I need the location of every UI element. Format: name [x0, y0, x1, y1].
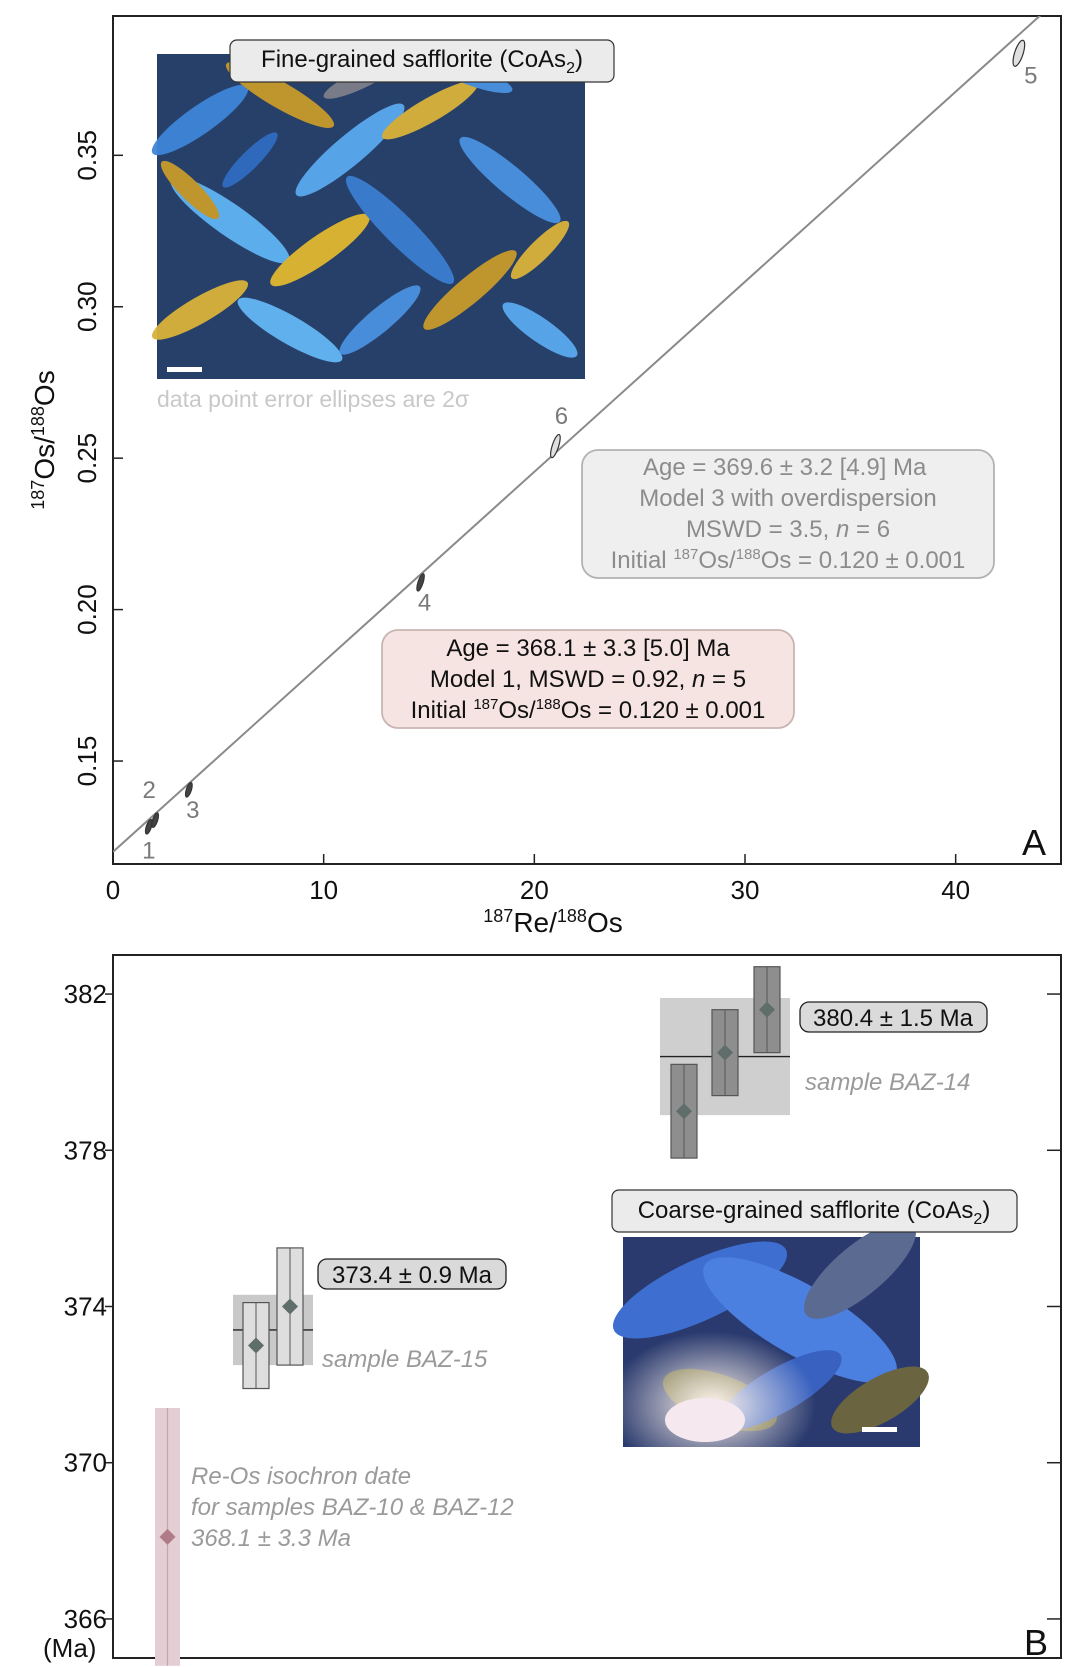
y-tick-label: 0.35 — [72, 130, 102, 181]
x-tick-label: 40 — [941, 875, 970, 905]
svg-text:Coarse-grained safflorite (CoA: Coarse-grained safflorite (CoAs2) — [638, 1197, 991, 1228]
y-tick-label-b: 382 — [64, 979, 107, 1009]
sample-label-baz14: sample BAZ-14 — [805, 1069, 970, 1096]
isochron-line — [113, 16, 1042, 853]
point-label-1: 1 — [142, 838, 155, 865]
y-tick-label: 0.30 — [72, 281, 102, 332]
point-label-3: 3 — [186, 797, 199, 824]
x-tick-label: 10 — [309, 875, 338, 905]
error-ellipse-point-4 — [416, 573, 425, 592]
point-label-6: 6 — [555, 403, 568, 430]
error-ellipse-point-6 — [549, 433, 561, 459]
result-box-model1: Age = 368.1 ± 3.3 [5.0] Ma Model 1, MSWD… — [381, 629, 795, 729]
error-ellipse-note: data point error ellipses are 2σ — [157, 386, 469, 412]
inset-title-coarse: Coarse-grained safflorite (CoAs2) — [611, 1189, 1018, 1233]
axis-a: 0 10 20 30 40 0.15 0.20 0.25 0.30 0.35 — [72, 130, 970, 905]
panel-b: 366 370 374 378 382 Coarse-grained safflorit… — [43, 954, 1062, 1666]
age-marker-baz14-1 — [676, 1103, 692, 1120]
svg-text:380.4 ± 1.5 Ma: 380.4 ± 1.5 Ma — [813, 1005, 974, 1032]
svg-text:Initial 187Os/188Os = 0.120 ±: Initial 187Os/188Os = 0.120 ± 0.001 — [611, 546, 966, 574]
y-tick-label-b: 374 — [64, 1292, 107, 1322]
y-tick-label-b: 378 — [64, 1135, 107, 1165]
mean-label-baz14: 380.4 ± 1.5 Ma — [799, 1001, 988, 1033]
age-marker-baz15-2 — [282, 1298, 298, 1315]
x-tick-label: 20 — [520, 875, 549, 905]
sample-label-baz15: sample BAZ-15 — [322, 1346, 488, 1373]
y-tick-label-b: 366 — [64, 1604, 107, 1634]
panel-a: Fine-grained safflorite (CoAs2) data poi… — [28, 15, 1062, 938]
coarse-grained-micrograph — [612, 1221, 929, 1447]
y-tick-label: 0.15 — [72, 736, 102, 787]
panel-a-letter: A — [1022, 822, 1046, 863]
x-tick-label: 30 — [731, 875, 760, 905]
inset-title-fine: Fine-grained safflorite (CoAs2) — [229, 39, 615, 83]
y-tick-label: 0.25 — [72, 433, 102, 484]
mean-label-baz15: 373.4 ± 0.9 Ma — [317, 1258, 507, 1290]
point-label-2: 2 — [142, 777, 155, 804]
fine-grained-micrograph — [151, 54, 585, 379]
y-tick-label: 0.20 — [72, 584, 102, 635]
error-ellipse-point-2 — [151, 812, 160, 828]
svg-text:Initial 187Os/188Os = 0.120 ±: Initial 187Os/188Os = 0.120 ± 0.001 — [411, 696, 766, 724]
svg-text:MSWD = 3.5, n = 6: MSWD = 3.5, n = 6 — [686, 516, 890, 543]
isochron-regression-line — [113, 16, 1042, 853]
isochron-date-note: Re-Os isochron date for samples BAZ-10 &… — [191, 1463, 520, 1552]
y-axis-unit-b: (Ma) — [43, 1633, 96, 1663]
svg-text:Model 1, MSWD = 0.92, n = 5: Model 1, MSWD = 0.92, n = 5 — [430, 666, 746, 693]
error-ellipse-point-1 — [144, 818, 153, 835]
x-axis-title: 187Re/188Os — [483, 906, 622, 938]
svg-text:Fine-grained safflorite (CoAs2: Fine-grained safflorite (CoAs2) — [261, 46, 583, 77]
isochron-date-marker — [159, 1528, 176, 1545]
error-ellipse-point-5 — [1012, 39, 1026, 67]
age-marker-baz14-3 — [759, 1001, 775, 1018]
point-label-5: 5 — [1024, 62, 1037, 89]
data-points-a: 1 2 3 4 5 6 — [142, 39, 1038, 865]
y-axis-title: 187Os/188Os — [28, 370, 60, 509]
svg-text:Age = 369.6 ± 3.2 [4.9] Ma: Age = 369.6 ± 3.2 [4.9] Ma Model 3 with … — [639, 454, 936, 512]
age-marker-baz15-1 — [248, 1337, 264, 1354]
axis-b: 366 370 374 378 382 — [64, 979, 1061, 1634]
svg-text:Age = 368.1 ± 3.3 [5.0] Ma: Age = 368.1 ± 3.3 [5.0] Ma — [446, 635, 730, 662]
svg-text:373.4 ± 0.9 Ma: 373.4 ± 0.9 Ma — [332, 1262, 493, 1289]
y-tick-label-b: 370 — [64, 1448, 107, 1478]
age-marker-baz14-2 — [717, 1044, 733, 1061]
age-marks-b — [155, 966, 790, 1666]
result-box-model3: Age = 369.6 ± 3.2 [4.9] Ma Model 3 with … — [581, 449, 995, 579]
point-label-4: 4 — [418, 589, 431, 616]
panel-b-letter: B — [1024, 1622, 1048, 1663]
x-tick-label: 0 — [106, 875, 120, 905]
error-ellipse-point-3 — [184, 781, 193, 798]
